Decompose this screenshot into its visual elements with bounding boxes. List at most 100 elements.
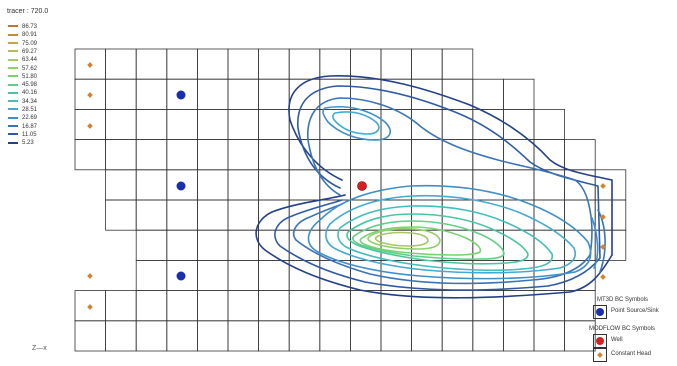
grid-cell xyxy=(594,169,627,201)
legend-value: 28.51 xyxy=(22,107,38,113)
grid-cell xyxy=(105,78,137,110)
legend-swatch xyxy=(8,141,18,144)
grid-cell xyxy=(227,320,260,352)
grid-cell xyxy=(105,169,137,201)
grid-cell xyxy=(227,290,260,322)
grid-cell xyxy=(349,78,382,110)
grid-cell xyxy=(135,229,168,261)
constant-head-marker xyxy=(87,92,93,98)
grid-cell xyxy=(380,320,413,352)
legend-entry: 5.23 xyxy=(8,139,34,148)
legend-swatch xyxy=(8,91,18,94)
grid-cell xyxy=(441,320,474,352)
grid-cell xyxy=(105,109,137,141)
grid-cell xyxy=(196,259,229,291)
legend-entry: 22.69 xyxy=(8,114,37,123)
grid-cell xyxy=(166,199,198,231)
grid-cell xyxy=(564,320,596,352)
constant-head-marker xyxy=(87,304,93,310)
grid-cell xyxy=(135,290,168,322)
point-source-legend-label: Point Source/Sink xyxy=(611,308,659,314)
grid-cell xyxy=(472,259,504,291)
legend-swatch xyxy=(8,75,18,78)
contour-line xyxy=(307,184,592,280)
legend-value: 51.80 xyxy=(22,73,38,80)
legend-swatch xyxy=(8,100,18,103)
contour-line xyxy=(292,97,593,285)
grid-cell xyxy=(349,48,382,80)
grid-cell xyxy=(288,290,321,322)
grid-cell xyxy=(319,139,351,171)
grid-cell xyxy=(258,48,290,80)
grid-cell xyxy=(135,320,168,352)
contour-line xyxy=(337,205,554,271)
constant-head-marker xyxy=(87,273,93,279)
axis-indicator: Z—x xyxy=(32,345,47,352)
grid-cell xyxy=(441,139,474,171)
grid-cell xyxy=(135,48,168,80)
grid-cell xyxy=(380,48,413,80)
grid-cell xyxy=(319,48,351,80)
well-marker xyxy=(357,181,367,191)
grid-cell xyxy=(349,320,382,352)
grid-cell xyxy=(411,320,443,352)
grid-cell xyxy=(288,320,321,352)
grid-cell xyxy=(441,48,474,80)
grid-cell xyxy=(196,199,229,231)
legend-swatch xyxy=(8,33,18,36)
grid-cell xyxy=(196,78,229,110)
grid-cell xyxy=(411,139,443,171)
grid-cell xyxy=(472,290,504,322)
contour-line xyxy=(325,194,576,274)
grid-cell xyxy=(258,139,290,171)
contour-lines xyxy=(255,75,613,299)
legend-value: 22.69 xyxy=(22,115,38,122)
grid-cell xyxy=(74,320,107,352)
grid-cell xyxy=(166,320,198,352)
legend-entry: 28.51 xyxy=(8,106,37,115)
mt3d-bc-legend: MT3D BC Symbols Point Source/Sink xyxy=(583,297,673,321)
legend-swatch xyxy=(8,42,18,45)
grid-cell xyxy=(349,290,382,322)
grid-cell xyxy=(502,259,535,291)
legend-entry: 16.87 xyxy=(8,123,37,132)
grid-cell xyxy=(288,48,321,80)
grid-cell xyxy=(288,109,321,141)
modflow-bc-legend: MODFLOW BC Symbols Well Constant Head xyxy=(583,326,675,362)
grid-cell xyxy=(472,78,504,110)
constant-head-marker xyxy=(87,123,93,129)
legend-value: 57.62 xyxy=(22,65,38,72)
legend-value: 16.87 xyxy=(22,123,38,130)
grid-cell xyxy=(227,78,260,110)
legend-swatch xyxy=(8,66,18,69)
grid-cell xyxy=(258,199,290,231)
grid-cell xyxy=(380,109,413,141)
point-source-marker xyxy=(176,90,186,100)
grid-cell xyxy=(349,139,382,171)
grid-cell xyxy=(135,169,168,201)
grid-cell xyxy=(166,48,198,80)
grid-cell xyxy=(502,169,535,201)
modflow-bc-title: MODFLOW BC Symbols xyxy=(589,326,656,332)
point-source-legend-icon xyxy=(593,305,607,319)
legend-swatch xyxy=(8,133,18,136)
grid-cell xyxy=(380,169,413,201)
grid-cell xyxy=(533,320,566,352)
grid-cell xyxy=(441,109,474,141)
grid-cell xyxy=(380,78,413,110)
grid-cell xyxy=(258,290,290,322)
legend-swatch xyxy=(8,50,18,53)
grid-cell xyxy=(258,169,290,201)
constant-head-legend-label: Constant Head xyxy=(611,351,652,357)
grid-cell xyxy=(349,109,382,141)
constant-head-marker xyxy=(600,244,606,250)
point-source-marker xyxy=(176,271,186,281)
grid-cell xyxy=(135,109,168,141)
grid-cell xyxy=(380,139,413,171)
legend-entry: 40.16 xyxy=(8,89,37,98)
grid-cell xyxy=(196,139,229,171)
contour-line xyxy=(352,220,505,261)
legend-entry: 69.27 xyxy=(8,48,37,57)
legend-value: 11.05 xyxy=(22,131,37,138)
